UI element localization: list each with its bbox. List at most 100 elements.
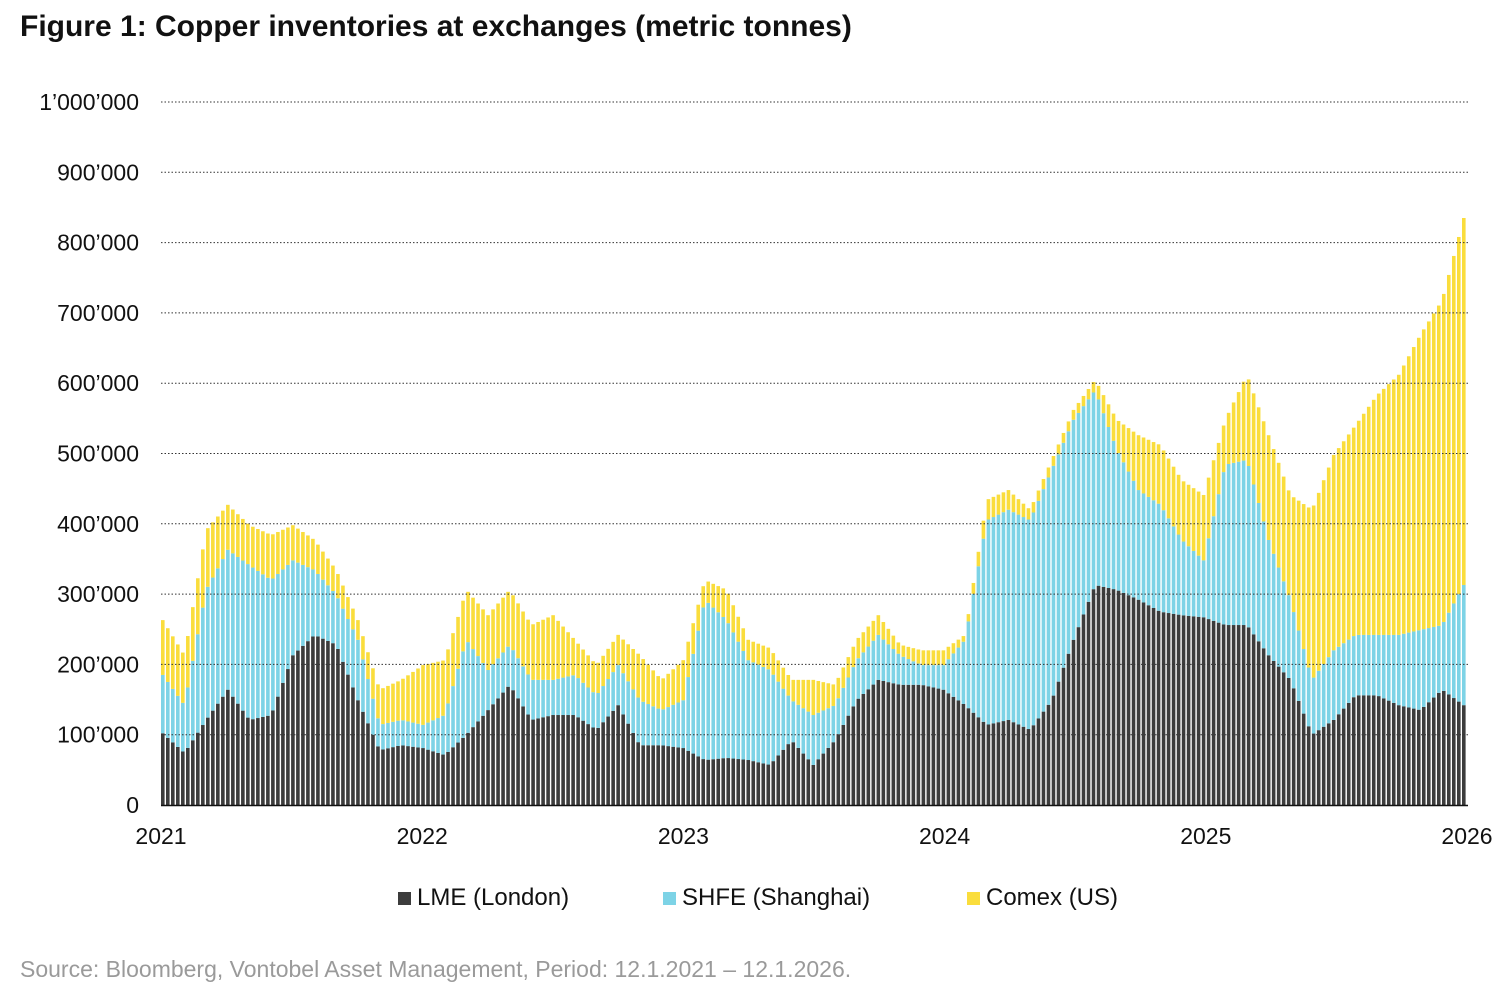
bar-shfe bbox=[361, 659, 365, 712]
bar-shfe bbox=[1346, 639, 1351, 703]
bar-shfe bbox=[1296, 630, 1301, 701]
bar-lme bbox=[626, 723, 630, 805]
bar-shfe bbox=[281, 569, 285, 683]
bar-comex bbox=[931, 650, 936, 666]
bar-lme bbox=[651, 745, 655, 805]
bar-lme bbox=[1381, 698, 1386, 805]
bar-lme bbox=[621, 714, 625, 805]
bar-comex bbox=[556, 620, 560, 679]
bar-shfe bbox=[956, 647, 961, 701]
bar-shfe bbox=[1016, 514, 1021, 725]
bar-lme bbox=[1421, 706, 1426, 805]
bar-shfe bbox=[551, 679, 555, 716]
bar-lme bbox=[916, 684, 921, 805]
bar-shfe bbox=[1091, 392, 1096, 590]
bar-lme bbox=[991, 723, 996, 805]
bar-lme bbox=[401, 745, 405, 805]
bar-lme bbox=[1231, 625, 1236, 805]
bar-shfe bbox=[1356, 634, 1361, 696]
bar-shfe bbox=[451, 686, 455, 748]
bar-comex bbox=[791, 679, 796, 702]
bar-comex bbox=[541, 619, 545, 680]
bar-lme bbox=[576, 717, 580, 805]
x-axis-ticks: 2021 2022 2023 2024 2025 2026 bbox=[135, 823, 1492, 849]
bar-lme bbox=[1276, 666, 1281, 805]
bar-comex bbox=[681, 660, 685, 701]
bar-shfe bbox=[466, 642, 470, 733]
bar-comex bbox=[586, 655, 590, 688]
bar-lme bbox=[591, 727, 595, 805]
bar-lme bbox=[521, 706, 525, 805]
bar-lme bbox=[281, 682, 285, 805]
bar-shfe bbox=[176, 695, 180, 747]
bar-shfe bbox=[786, 695, 791, 745]
bar-comex bbox=[1096, 385, 1101, 400]
bar-comex bbox=[1296, 500, 1301, 631]
bar-shfe bbox=[731, 632, 736, 759]
bar-shfe bbox=[1086, 399, 1091, 602]
bar-shfe bbox=[681, 700, 685, 749]
bar-shfe bbox=[711, 607, 716, 760]
bar-shfe bbox=[581, 682, 585, 721]
bar-comex bbox=[166, 628, 170, 682]
bar-shfe bbox=[1406, 632, 1411, 708]
bar-lme bbox=[516, 698, 520, 805]
bar-comex bbox=[266, 533, 270, 578]
bar-shfe bbox=[941, 665, 946, 690]
bar-comex bbox=[1216, 442, 1221, 495]
bar-lme bbox=[701, 759, 706, 805]
bar-lme bbox=[1041, 711, 1046, 805]
bar-comex bbox=[911, 648, 916, 662]
bar-shfe bbox=[1021, 517, 1026, 727]
bar-shfe bbox=[1121, 462, 1126, 593]
bar-lme bbox=[1116, 590, 1121, 805]
bar-shfe bbox=[1066, 431, 1071, 654]
legend-label: LME (London) bbox=[417, 884, 570, 911]
bar-shfe bbox=[186, 687, 190, 748]
bar-lme bbox=[246, 717, 250, 805]
bar-shfe bbox=[1261, 521, 1266, 649]
bar-lme bbox=[406, 746, 410, 805]
bar-lme bbox=[946, 693, 951, 805]
bar-comex bbox=[1106, 404, 1111, 427]
bar-comex bbox=[986, 499, 991, 520]
bar-lme bbox=[1426, 702, 1431, 805]
bar-comex bbox=[1091, 382, 1096, 393]
bar-shfe bbox=[311, 569, 315, 637]
bar-shfe bbox=[1231, 462, 1236, 626]
bar-lme bbox=[466, 732, 470, 805]
bar-lme bbox=[681, 748, 685, 805]
bar-shfe bbox=[1076, 412, 1081, 628]
bar-lme bbox=[1076, 627, 1081, 805]
bar-comex bbox=[1341, 441, 1346, 644]
bar-shfe bbox=[206, 586, 210, 718]
bar-shfe bbox=[231, 553, 235, 697]
bar-lme bbox=[456, 742, 460, 805]
bar-shfe bbox=[1331, 650, 1336, 720]
bar-shfe bbox=[716, 612, 721, 759]
bar-shfe bbox=[541, 679, 545, 718]
bar-shfe bbox=[826, 708, 831, 748]
bar-shfe bbox=[401, 720, 405, 746]
bar-comex bbox=[1241, 381, 1246, 461]
bar-comex bbox=[716, 586, 721, 613]
chart-title: Figure 1: Copper inventories at exchange… bbox=[20, 10, 852, 43]
legend-label: SHFE (Shanghai) bbox=[682, 884, 871, 911]
bar-shfe bbox=[936, 665, 941, 689]
bar-lme bbox=[556, 715, 560, 805]
bar-comex bbox=[161, 620, 165, 675]
bar-comex bbox=[341, 585, 345, 609]
y-tick-label: 300’000 bbox=[57, 581, 139, 607]
bar-shfe bbox=[236, 556, 240, 704]
bar-shfe bbox=[1211, 516, 1216, 621]
bar-shfe bbox=[966, 621, 971, 709]
bar-lme bbox=[1046, 704, 1051, 805]
bar-shfe bbox=[916, 663, 921, 685]
bar-lme bbox=[816, 759, 821, 805]
bar-lme bbox=[291, 655, 295, 805]
bar-lme bbox=[861, 693, 866, 805]
bar-comex bbox=[1386, 384, 1391, 635]
bar-lme bbox=[211, 710, 215, 805]
bar-lme bbox=[616, 705, 620, 805]
bar-comex bbox=[1416, 337, 1421, 631]
